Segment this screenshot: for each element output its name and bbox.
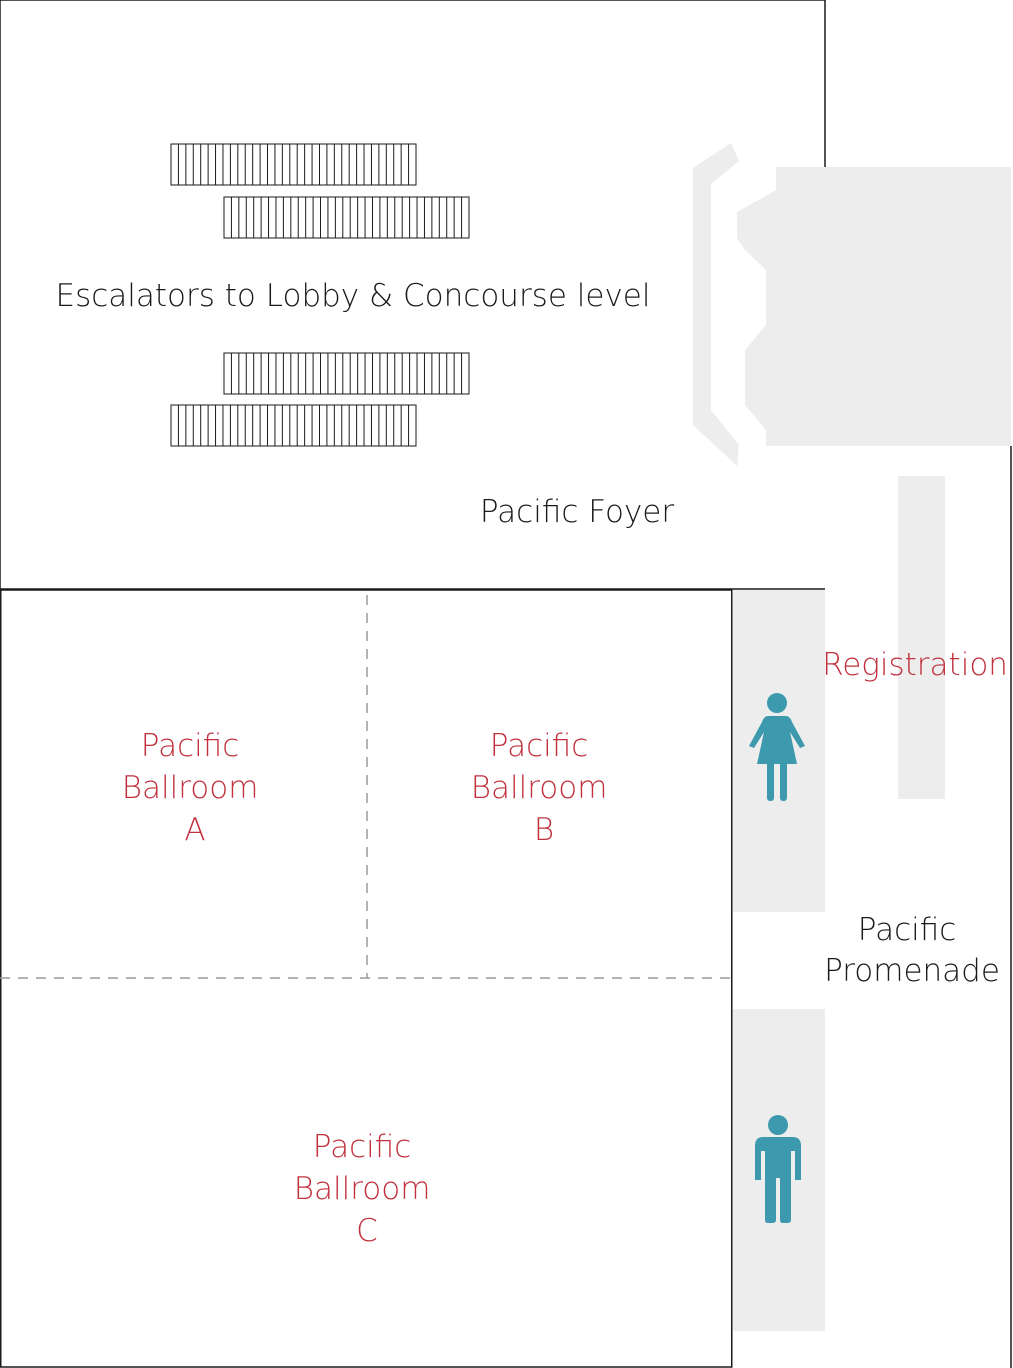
promenade-label[interactable]: Pacific Promenade xyxy=(824,912,1000,989)
registration-desk xyxy=(898,476,945,799)
escalators xyxy=(170,143,470,447)
promenade-label-line: Promenade xyxy=(824,953,1000,989)
escalator xyxy=(223,352,470,395)
ballroom-b-label[interactable]: Pacific Ballroom B xyxy=(471,728,618,848)
entrance-structure xyxy=(737,167,1011,446)
ballroom-c-label-line: C xyxy=(356,1213,378,1249)
escalator xyxy=(223,196,470,239)
man-icon xyxy=(755,1115,801,1223)
woman-icon xyxy=(749,693,805,801)
ballroom-c-label-line: Ballroom xyxy=(294,1171,431,1207)
ballroom-c-label-line: Pacific xyxy=(313,1129,412,1165)
promenade-label-line: Pacific xyxy=(858,912,957,948)
escalator xyxy=(170,404,417,447)
service-areas xyxy=(693,143,1011,1331)
ballroom-partitions xyxy=(0,595,731,979)
ballroom-b-label-line: Ballroom xyxy=(471,770,608,806)
ballroom-a-label-line: Pacific xyxy=(141,728,240,764)
ballroom-a-label[interactable]: Pacific Ballroom A xyxy=(122,728,269,848)
foyer-label: Pacific Foyer xyxy=(480,494,674,530)
ballroom-b-label-line: Pacific xyxy=(490,728,589,764)
foyer-wall xyxy=(0,0,826,167)
registration-label[interactable]: Registration xyxy=(822,647,1008,683)
ballroom-b-label-line: B xyxy=(534,812,554,848)
ballroom-a-label-line: A xyxy=(184,812,205,848)
escalator-label: Escalators to Lobby & Concourse level xyxy=(56,278,651,314)
escalator xyxy=(170,143,417,186)
ballroom-c-label[interactable]: Pacific Ballroom C xyxy=(294,1129,441,1249)
ballroom-a-label-line: Ballroom xyxy=(122,770,259,806)
entrance-bracket xyxy=(693,143,739,466)
